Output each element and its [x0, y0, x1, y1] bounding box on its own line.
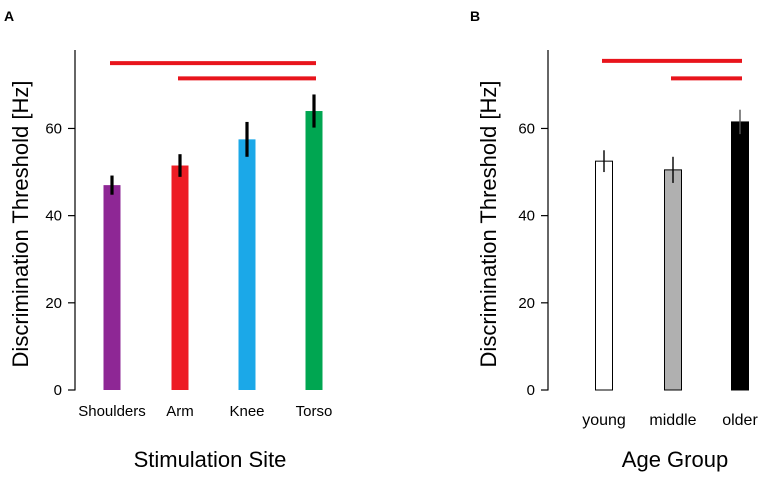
panel-b-y-tick-label: 60 [518, 120, 535, 137]
panel-a-plot-area: 0 20 40 60 Shoulders Arm Knee Torso [45, 50, 332, 420]
panel-a-label: A [4, 8, 14, 24]
panel-b-x-tick-label: young [582, 412, 626, 429]
panel-a-x-tick-label: Shoulders [78, 403, 146, 420]
panel-a-y-tick-label: 20 [45, 295, 62, 312]
panel-b-bar-middle [664, 169, 682, 391]
panel-b-bar-older [731, 121, 749, 391]
panel-b-plot-area: 0 20 40 60 young middle older [518, 50, 758, 429]
panel-b: B Discrimination Threshold [Hz] Age Grou… [470, 8, 758, 472]
panel-a-y-tick-label: 60 [45, 120, 62, 137]
panel-b-x-tick-label: older [722, 412, 758, 429]
panel-a-bar-arm [171, 165, 189, 390]
panel-a-x-tick-label: Arm [166, 403, 194, 420]
panel-a-y-tick-label: 40 [45, 208, 62, 225]
panel-a-y-axis-title: Discrimination Threshold [Hz] [8, 81, 33, 368]
panel-b-x-axis-title: Age Group [622, 447, 728, 472]
panel-a-y-tick-label: 0 [54, 382, 62, 399]
panel-b-y-tick-label: 40 [518, 208, 535, 225]
panel-a: A Discrimination Threshold [Hz] Stimulat… [4, 8, 332, 472]
panel-a-x-axis-title: Stimulation Site [134, 447, 287, 472]
panel-b-bar-young [595, 160, 613, 391]
panel-a-bar-knee [238, 139, 256, 390]
panel-a-bar-shoulders [103, 185, 121, 390]
panel-b-y-tick-label: 0 [527, 382, 535, 399]
panel-b-y-axis-title: Discrimination Threshold [Hz] [476, 81, 501, 368]
panel-a-x-tick-label: Torso [296, 403, 333, 420]
panel-a-bar-torso [305, 111, 323, 391]
panel-b-x-tick-label: middle [649, 412, 696, 429]
panel-b-label: B [470, 8, 480, 24]
panel-a-x-tick-label: Knee [229, 403, 264, 420]
panel-b-y-tick-label: 20 [518, 295, 535, 312]
